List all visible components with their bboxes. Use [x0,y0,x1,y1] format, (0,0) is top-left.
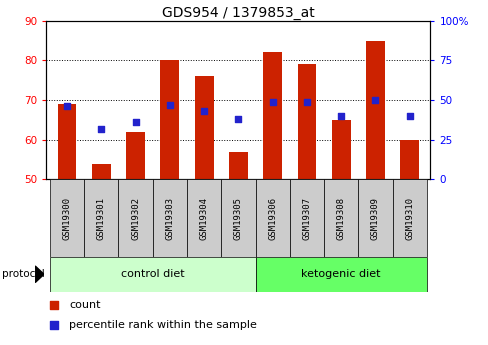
Bar [92,164,110,179]
Point [371,97,379,103]
Text: GSM19309: GSM19309 [370,197,379,240]
Point [405,113,413,119]
Point [303,99,310,105]
Bar [126,132,145,179]
FancyBboxPatch shape [289,179,324,257]
Text: GSM19310: GSM19310 [405,197,413,240]
Text: GSM19303: GSM19303 [165,197,174,240]
Point [97,126,105,131]
FancyBboxPatch shape [186,179,221,257]
FancyBboxPatch shape [118,179,152,257]
Bar [331,120,350,179]
Bar [228,152,247,179]
Point [337,113,345,119]
Bar [400,140,418,179]
Text: GSM19305: GSM19305 [233,197,243,240]
FancyBboxPatch shape [358,179,392,257]
FancyBboxPatch shape [84,179,118,257]
Text: control diet: control diet [121,269,184,279]
FancyBboxPatch shape [50,179,84,257]
Text: ketogenic diet: ketogenic diet [301,269,380,279]
FancyBboxPatch shape [152,179,186,257]
Bar [263,52,282,179]
Point [165,102,173,108]
Point [63,104,71,109]
FancyBboxPatch shape [392,179,426,257]
FancyBboxPatch shape [324,179,358,257]
Point [234,116,242,122]
Point [50,302,58,308]
Text: GSM19302: GSM19302 [131,197,140,240]
Text: GSM19304: GSM19304 [199,197,208,240]
Text: GSM19308: GSM19308 [336,197,345,240]
Bar [58,104,76,179]
Text: GSM19307: GSM19307 [302,197,311,240]
Point [131,119,139,125]
FancyBboxPatch shape [221,179,255,257]
Text: count: count [69,300,101,310]
Polygon shape [35,266,44,283]
Point [50,322,58,327]
Point [268,99,276,105]
Bar [160,60,179,179]
FancyBboxPatch shape [255,257,426,292]
Text: GSM19301: GSM19301 [97,197,105,240]
Text: GSM19300: GSM19300 [62,197,71,240]
FancyBboxPatch shape [50,257,255,292]
Text: GSM19306: GSM19306 [267,197,277,240]
Bar [366,41,384,179]
Title: GDS954 / 1379853_at: GDS954 / 1379853_at [162,6,314,20]
FancyBboxPatch shape [255,179,289,257]
Bar [297,64,316,179]
Text: protocol: protocol [2,269,45,279]
Bar [194,76,213,179]
Text: percentile rank within the sample: percentile rank within the sample [69,320,257,330]
Point [200,108,207,114]
